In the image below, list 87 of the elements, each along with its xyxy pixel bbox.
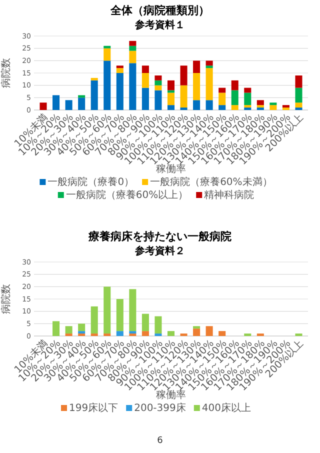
bar (90, 78, 98, 80)
bar (270, 102, 277, 106)
bar (129, 289, 136, 332)
bar (78, 331, 86, 334)
bar (65, 326, 72, 334)
bar (256, 105, 264, 108)
bar (193, 100, 200, 110)
bar (167, 105, 175, 110)
bar (193, 328, 200, 336)
bar (116, 299, 124, 332)
bar (129, 63, 136, 110)
bar (206, 66, 213, 68)
bar (154, 80, 162, 86)
bar (104, 48, 111, 61)
bar (116, 68, 124, 73)
legend-label: 200-399床 (134, 402, 186, 414)
bar (154, 316, 162, 334)
text: 6 (157, 436, 164, 446)
bar (206, 68, 213, 100)
y-axis-title: 病院数 (0, 58, 12, 88)
bar (154, 90, 162, 110)
bar (295, 75, 302, 88)
bar (193, 60, 200, 73)
legend-label: 一般病院（療養60%以上） (66, 189, 188, 201)
bar (116, 331, 124, 336)
bar (270, 105, 277, 110)
chart-title: 療養病床を持たない一般病院 (88, 230, 232, 243)
bar (40, 102, 47, 110)
bar (256, 100, 264, 106)
bar (295, 102, 302, 108)
legend-label: 199床以下 (69, 402, 118, 414)
bar (180, 85, 188, 108)
bar (167, 331, 175, 336)
bar (90, 306, 98, 334)
bar (142, 88, 149, 110)
x-axis-title: 稼働率 (156, 389, 186, 401)
x-axis-title: 稼働率 (156, 163, 186, 175)
y-axis-title: 病院数 (0, 284, 12, 314)
bar (218, 331, 226, 336)
bar (218, 92, 226, 106)
bar (180, 66, 188, 86)
bar (295, 88, 302, 103)
bar (231, 90, 238, 106)
bar (65, 100, 72, 110)
bar (244, 105, 252, 108)
bar (154, 75, 162, 80)
legend-label: 精神科病院 (204, 189, 254, 201)
bar (206, 100, 213, 110)
legend-label: 一般病院（療養0） (48, 176, 134, 188)
chart-subtitle: 参考資料２ (134, 245, 185, 257)
bar (78, 324, 86, 332)
bar (193, 326, 200, 329)
bar (218, 88, 226, 93)
bar (142, 73, 149, 88)
bar (206, 326, 213, 336)
bar (52, 321, 60, 336)
bar (193, 73, 200, 100)
chart-title: 全体（病院種類別） (110, 4, 210, 17)
bar (129, 40, 136, 46)
bar (116, 73, 124, 110)
bar (167, 80, 175, 90)
bar (282, 105, 290, 108)
bar (244, 88, 252, 93)
bar (104, 60, 111, 110)
legend-label: 一般病院（療養60%未満） (150, 176, 272, 188)
bar (104, 286, 111, 334)
bar (231, 105, 238, 110)
bar (206, 60, 213, 66)
bar (129, 331, 136, 334)
bar (218, 105, 226, 110)
chart-subtitle: 参考資料１ (134, 19, 185, 31)
bar (142, 66, 149, 73)
bar (244, 92, 252, 106)
bar (129, 46, 136, 51)
bar (52, 95, 60, 110)
bar (129, 50, 136, 64)
bar (90, 80, 98, 110)
bar (154, 85, 162, 90)
bar (142, 314, 149, 332)
bar (167, 92, 175, 106)
bar (142, 331, 149, 336)
legend-label: 400床以上 (202, 402, 251, 414)
bar (231, 80, 238, 90)
bar (104, 46, 111, 48)
bar (78, 98, 86, 110)
bar (116, 66, 124, 68)
bar (78, 95, 86, 98)
